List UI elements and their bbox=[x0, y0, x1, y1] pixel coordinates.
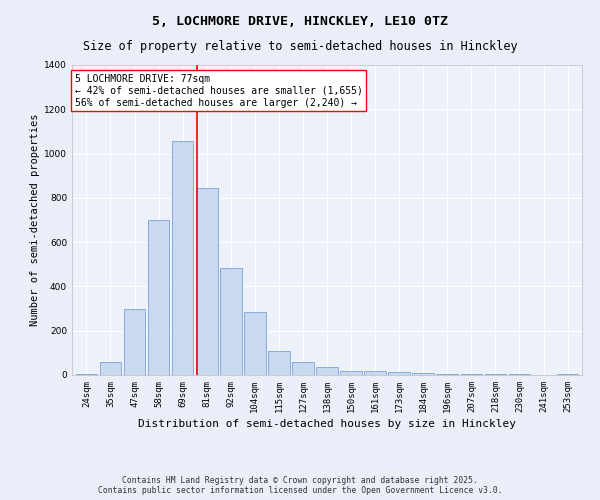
Bar bbox=[244, 312, 266, 375]
Bar bbox=[76, 374, 97, 375]
Bar bbox=[148, 220, 169, 375]
Bar bbox=[316, 367, 338, 375]
Text: Size of property relative to semi-detached houses in Hinckley: Size of property relative to semi-detach… bbox=[83, 40, 517, 53]
Bar bbox=[124, 308, 145, 375]
Bar bbox=[100, 362, 121, 375]
Bar bbox=[340, 370, 362, 375]
Y-axis label: Number of semi-detached properties: Number of semi-detached properties bbox=[30, 114, 40, 326]
Bar bbox=[292, 362, 314, 375]
Bar bbox=[436, 374, 458, 375]
Text: 5 LOCHMORE DRIVE: 77sqm
← 42% of semi-detached houses are smaller (1,655)
56% of: 5 LOCHMORE DRIVE: 77sqm ← 42% of semi-de… bbox=[74, 74, 362, 108]
Text: 5, LOCHMORE DRIVE, HINCKLEY, LE10 0TZ: 5, LOCHMORE DRIVE, HINCKLEY, LE10 0TZ bbox=[152, 15, 448, 28]
Bar bbox=[557, 374, 578, 375]
Text: Contains HM Land Registry data © Crown copyright and database right 2025.
Contai: Contains HM Land Registry data © Crown c… bbox=[98, 476, 502, 495]
Bar bbox=[196, 188, 218, 375]
Bar bbox=[268, 350, 290, 375]
Bar bbox=[364, 370, 386, 375]
Bar bbox=[172, 142, 193, 375]
X-axis label: Distribution of semi-detached houses by size in Hinckley: Distribution of semi-detached houses by … bbox=[138, 419, 516, 429]
Bar bbox=[461, 374, 482, 375]
Bar bbox=[509, 374, 530, 375]
Bar bbox=[388, 372, 410, 375]
Bar bbox=[220, 268, 242, 375]
Bar bbox=[412, 373, 434, 375]
Bar bbox=[485, 374, 506, 375]
